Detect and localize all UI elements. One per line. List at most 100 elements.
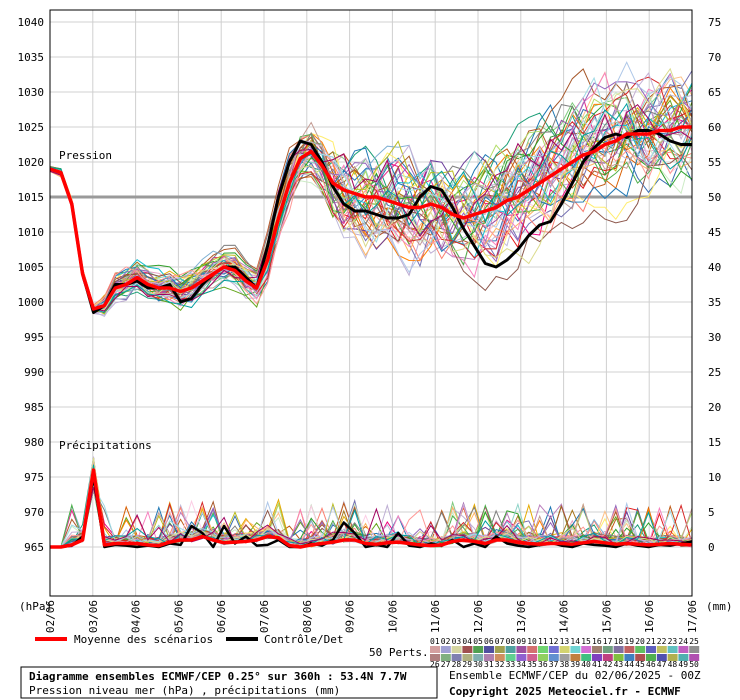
left-tick-label: 1010: [18, 226, 45, 239]
pressure-mean-line: [49, 125, 692, 311]
info-title: Diagramme ensembles ECMWF/CEP 0.25° sur …: [29, 670, 407, 683]
info-box: [20, 666, 438, 699]
swatch-color: [505, 646, 516, 653]
swatch-color: [559, 646, 570, 653]
left-axis-ticks: 1040 1035 1030 1025 1020 1015 1010 1005 1000 995 9…: [18, 16, 45, 554]
swatch-number: 03: [452, 637, 462, 646]
right-tick-label: 5: [708, 506, 715, 519]
right-tick-label: 25: [708, 366, 721, 379]
right-tick-label: 35: [708, 296, 721, 309]
swatch-number: 12: [549, 637, 559, 646]
swatch-color: [548, 654, 559, 661]
pressure-member-line: [49, 72, 693, 309]
right-tick-label: 50: [708, 191, 721, 204]
x-tick-label: 05/06: [172, 600, 185, 633]
swatch-color: [440, 646, 451, 653]
swatch-number: 26: [430, 660, 440, 669]
run-label: Ensemble ECMWF/CEP du 02/06/2025 - 00Z: [449, 669, 701, 682]
left-tick-label: 965: [24, 541, 44, 554]
plot-frame: [49, 9, 693, 597]
swatch-number: 09: [516, 637, 526, 646]
left-tick-label: 980: [24, 436, 44, 449]
swatch-number: 10: [527, 637, 537, 646]
swatch-number: 29: [462, 660, 472, 669]
swatch-number: 31: [484, 660, 494, 669]
right-tick-label: 0: [708, 541, 715, 554]
swatch-number: 19: [624, 637, 634, 646]
left-unit-label: (hPa): [19, 600, 52, 613]
swatch-color: [570, 654, 581, 661]
swatch-color: [592, 654, 602, 661]
swatch-number: 34: [516, 660, 526, 669]
copyright-label: Copyright 2025 Meteociel.fr - ECMWF: [449, 685, 681, 698]
right-tick-label: 30: [708, 331, 721, 344]
pressure-member-line: [49, 98, 693, 311]
swatch-number: 11: [538, 637, 548, 646]
swatch-number: 30: [473, 660, 483, 669]
precip-mean-line: [50, 468, 693, 549]
swatch-number: 28: [452, 660, 462, 669]
swatch-number: 32: [495, 660, 505, 669]
right-tick-label: 75: [708, 16, 721, 29]
swatch-number: 24: [678, 637, 688, 646]
swatch-color: [635, 654, 646, 661]
swatch-number: 35: [527, 660, 537, 669]
x-tick-label: 14/06: [558, 600, 571, 633]
info-subtitle: Pression niveau mer (hPa) , précipitatio…: [29, 684, 340, 697]
swatch-color: [516, 654, 527, 661]
right-tick-label: 15: [708, 436, 721, 449]
legend-mean-label: Moyenne des scénarios: [74, 633, 213, 646]
swatch-number: 37: [549, 660, 559, 669]
x-tick-label: 15/06: [600, 600, 613, 633]
swatch-number: 33: [506, 660, 516, 669]
swatch-number: 43: [614, 660, 624, 669]
right-tick-label: 10: [708, 471, 721, 484]
right-unit-label: (mm): [706, 600, 733, 613]
left-tick-label: 1035: [18, 51, 45, 64]
precip-member-line: [50, 489, 693, 548]
swatch-number: 44: [624, 660, 634, 669]
x-tick-label: 08/06: [301, 600, 314, 633]
swatch-color: [430, 654, 440, 661]
swatch-color: [678, 646, 689, 653]
swatch-number: 42: [603, 660, 613, 669]
right-tick-label: 70: [708, 51, 721, 64]
legend-perts-label: 50 Perts.: [369, 646, 429, 659]
swatch-color: [613, 654, 624, 661]
member-swatch-grid: 01 26 02 27 03 28 04 29 05 30 06 31 07 32 08 33 09 34 10 35…: [430, 637, 700, 669]
precip-panel-label: Précipitations: [59, 439, 152, 452]
left-tick-label: 975: [24, 471, 44, 484]
swatch-color: [646, 646, 656, 653]
swatch-color: [538, 654, 548, 661]
x-tick-label: 17/06: [686, 600, 699, 633]
x-tick-label: 02/06: [44, 600, 57, 633]
x-tick-label: 07/06: [258, 600, 271, 633]
swatch-color: [484, 654, 494, 661]
swatch-color: [548, 646, 559, 653]
swatch-color: [559, 654, 570, 661]
swatch-color: [689, 646, 700, 653]
swatch-color: [462, 654, 473, 661]
swatch-number: 01: [430, 637, 440, 646]
swatch-color: [602, 654, 613, 661]
left-tick-label: 1020: [18, 156, 45, 169]
x-tick-label: 11/06: [429, 600, 442, 633]
swatch-number: 20: [635, 637, 645, 646]
pressure-member-line: [49, 102, 693, 313]
x-axis-date-labels: 02/06 03/06 04/06 05/06 06/06 07/06 08/06 09/06…: [44, 600, 699, 633]
swatch-number: 25: [689, 637, 699, 646]
swatch-color: [570, 646, 581, 653]
x-tick-label: 12/06: [472, 600, 485, 633]
left-tick-label: 970: [24, 506, 44, 519]
swatch-number: 05: [473, 637, 483, 646]
swatch-color: [667, 654, 678, 661]
grid-lines: [49, 10, 693, 596]
right-tick-label: 60: [708, 121, 721, 134]
swatch-color: [538, 646, 548, 653]
x-tick-label: 16/06: [643, 600, 656, 633]
right-tick-label: 55: [708, 156, 721, 169]
swatch-number: 50: [689, 660, 699, 669]
swatch-color: [451, 646, 462, 653]
swatch-number: 23: [668, 637, 678, 646]
